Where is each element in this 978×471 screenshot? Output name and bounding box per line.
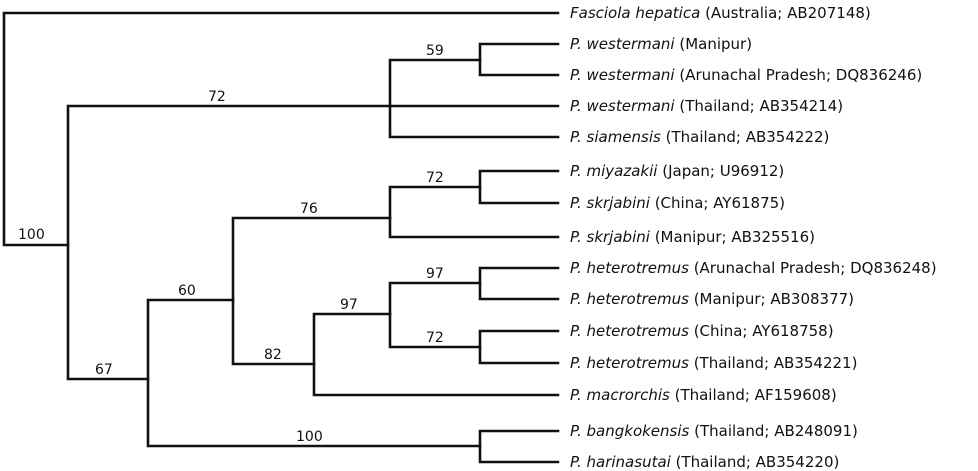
branch-hetero-macro — [312, 312, 560, 397]
branch-miya-skrj — [388, 185, 560, 239]
taxon-label: P. westermani (Thailand; AB354214) — [570, 97, 843, 115]
branch-westermani-pair — [478, 42, 560, 77]
support-westermani-pair: 59 — [426, 43, 444, 59]
branch-ingroup — [66, 104, 392, 381]
support-bangk-harin: 100 — [296, 429, 323, 445]
support-hetero-china-thai: 72 — [426, 330, 444, 346]
taxon-label: P. heterotremus (Thailand; AB354221) — [570, 354, 857, 372]
taxon-label: P. westermani (Arunachal Pradesh; DQ8362… — [570, 66, 922, 84]
branch-hetero-arun-manipur — [478, 266, 560, 301]
taxon-label: P. heterotremus (China; AY618758) — [570, 322, 834, 340]
taxon-labels: Fasciola hepatica (Australia; AB207148) … — [570, 4, 937, 471]
support-hetero-arun-manipur: 97 — [426, 266, 444, 282]
branch-rest — [146, 298, 482, 448]
taxon-label: Fasciola hepatica (Australia; AB207148) — [570, 4, 871, 22]
support-westermani-group: 72 — [208, 89, 226, 105]
branch-westermani-group — [388, 58, 560, 139]
taxon-label: P. heterotremus (Arunachal Pradesh; DQ83… — [570, 259, 937, 277]
support-root: 100 — [18, 227, 45, 243]
branch-bangk-harin — [478, 429, 560, 464]
support-hetero-macro: 82 — [264, 347, 282, 363]
taxon-label: P. heterotremus (Manipur; AB308377) — [570, 290, 854, 308]
support-miya-skrj: 76 — [300, 201, 318, 217]
taxon-label: P. harinasutai (Thailand; AB354220) — [570, 453, 839, 471]
branch-miya-skrjchina — [478, 169, 560, 205]
tree-branches — [2, 11, 560, 464]
support-hetero-all: 97 — [340, 297, 358, 313]
taxon-label: P. macrorchis (Thailand; AF159608) — [570, 386, 837, 404]
taxon-label: P. siamensis (Thailand; AB354222) — [570, 128, 829, 146]
taxon-label: P. westermani (Manipur) — [570, 35, 752, 53]
taxon-label: P. skrjabini (Manipur; AB325516) — [570, 228, 815, 246]
taxon-label: P. bangkokensis (Thailand; AB248091) — [570, 422, 858, 440]
taxon-label: P. miyazakii (Japan; U96912) — [570, 162, 784, 180]
taxon-label: P. skrjabini (China; AY61875) — [570, 194, 785, 212]
support-miya-hetero: 60 — [178, 283, 196, 299]
branch-miya-hetero — [231, 216, 392, 366]
support-values: 100 72 59 67 60 76 72 82 97 97 72 100 — [18, 43, 444, 445]
support-rest: 67 — [95, 362, 113, 378]
branch-hetero-china-thai — [478, 329, 560, 365]
branch-hetero-all — [388, 281, 482, 349]
branch-root — [2, 11, 560, 247]
support-miya-skrjchina: 72 — [426, 170, 444, 186]
